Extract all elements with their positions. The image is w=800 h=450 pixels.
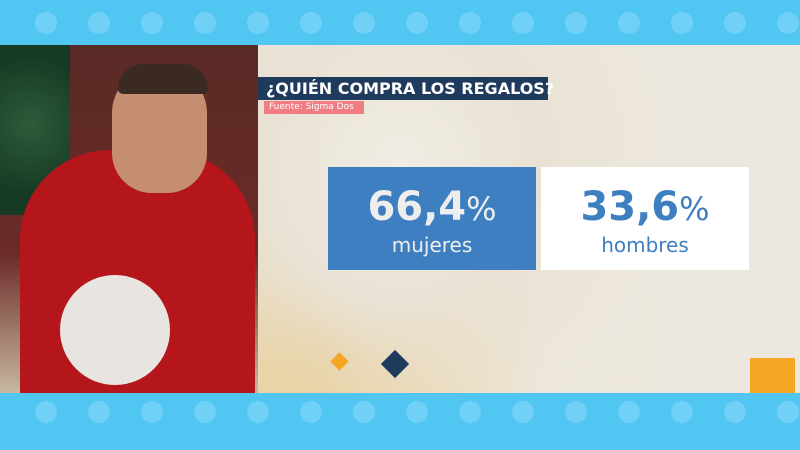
stat-women: 66,4% mujeres bbox=[328, 167, 536, 270]
star-icon bbox=[459, 12, 481, 34]
stat-label: hombres bbox=[601, 233, 689, 257]
ornament-icon bbox=[247, 12, 269, 34]
sweater-santa-print bbox=[60, 275, 170, 385]
bell-icon bbox=[777, 12, 799, 34]
stat-unit: % bbox=[466, 190, 497, 228]
graphic-source: Fuente: Sigma Dos bbox=[264, 101, 364, 114]
orange-square-decoration bbox=[750, 358, 795, 393]
stat-unit: % bbox=[679, 190, 710, 228]
bottom-decorative-band bbox=[0, 393, 800, 450]
bell-icon bbox=[35, 12, 57, 34]
stat-value: 66,4% bbox=[328, 184, 536, 232]
gingerbread-icon bbox=[671, 12, 693, 34]
snowflake-icon bbox=[565, 401, 587, 423]
gift-icon bbox=[141, 12, 163, 34]
presenter-hair bbox=[118, 64, 208, 94]
gingerbread-icon bbox=[300, 12, 322, 34]
star-icon bbox=[459, 401, 481, 423]
star-icon bbox=[88, 401, 110, 423]
bell-icon bbox=[35, 401, 57, 423]
stat-men: 33,6% hombres bbox=[541, 167, 749, 270]
star-icon bbox=[88, 12, 110, 34]
ornament-icon bbox=[618, 12, 640, 34]
bell-icon bbox=[406, 401, 428, 423]
stat-number: 33,6 bbox=[580, 184, 680, 230]
candy-cane-icon bbox=[353, 12, 375, 34]
gingerbread-icon bbox=[300, 401, 322, 423]
candy-cane-icon bbox=[724, 12, 746, 34]
gingerbread-icon bbox=[671, 401, 693, 423]
gift-icon bbox=[141, 401, 163, 423]
top-decorative-band bbox=[0, 0, 800, 45]
bell-icon bbox=[777, 401, 799, 423]
ornament-icon bbox=[247, 401, 269, 423]
gift-icon bbox=[512, 401, 534, 423]
stat-value: 33,6% bbox=[541, 184, 749, 232]
ornament-icon bbox=[618, 401, 640, 423]
graphic-title: ¿QUIÉN COMPRA LOS REGALOS? bbox=[258, 77, 554, 100]
bell-icon bbox=[406, 12, 428, 34]
candy-cane-icon bbox=[353, 401, 375, 423]
snowflake-icon bbox=[194, 401, 216, 423]
snowflake-icon bbox=[194, 12, 216, 34]
stat-number: 66,4 bbox=[367, 184, 467, 230]
stat-label: mujeres bbox=[391, 233, 473, 257]
gift-icon bbox=[512, 12, 534, 34]
candy-cane-icon bbox=[724, 401, 746, 423]
snowflake-icon bbox=[565, 12, 587, 34]
